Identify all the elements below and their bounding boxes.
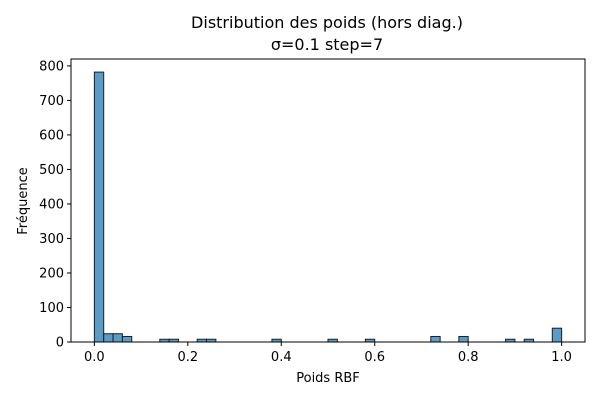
x-axis-label: Poids RBF	[296, 371, 360, 386]
y-tick-label: 300	[39, 232, 64, 247]
y-tick-label: 800	[39, 59, 64, 74]
bars-group	[93, 71, 563, 343]
y-tick-label: 400	[39, 197, 64, 212]
chart-subtitle: σ=0.1 step=7	[271, 35, 383, 54]
x-tick-label: 0.4	[271, 350, 292, 365]
y-axis-ticks: 0 100 200 300 400 500 600 700 800	[39, 59, 71, 351]
plot-area-frame	[70, 58, 586, 343]
histogram-bar-2	[112, 333, 123, 343]
y-tick-label: 200	[39, 266, 64, 281]
x-tick-label: 0.6	[364, 350, 385, 365]
x-tick-label: 0.0	[84, 350, 105, 365]
chart-title: Distribution des poids (hors diag.)	[191, 13, 463, 32]
x-axis-ticks: 0.0 0.2 0.4 0.6 0.8 1.0	[84, 342, 572, 365]
y-tick-label: 700	[39, 94, 64, 109]
y-tick-label: 0	[56, 336, 64, 351]
histogram-bar-11	[430, 335, 441, 343]
x-tick-label: 0.2	[177, 350, 198, 365]
histogram-bar-0	[93, 71, 105, 343]
histogram-bar-1	[103, 333, 114, 343]
histogram-bar-3	[121, 335, 133, 343]
y-tick-label: 500	[39, 163, 64, 178]
y-tick-label: 600	[39, 128, 64, 143]
y-tick-label: 100	[39, 301, 64, 316]
x-tick-label: 0.8	[458, 350, 479, 365]
x-tick-label: 1.0	[551, 350, 572, 365]
histogram-bar-12	[458, 335, 469, 343]
histogram-bar-15	[551, 327, 563, 343]
y-axis-label: Fréquence	[16, 167, 31, 234]
